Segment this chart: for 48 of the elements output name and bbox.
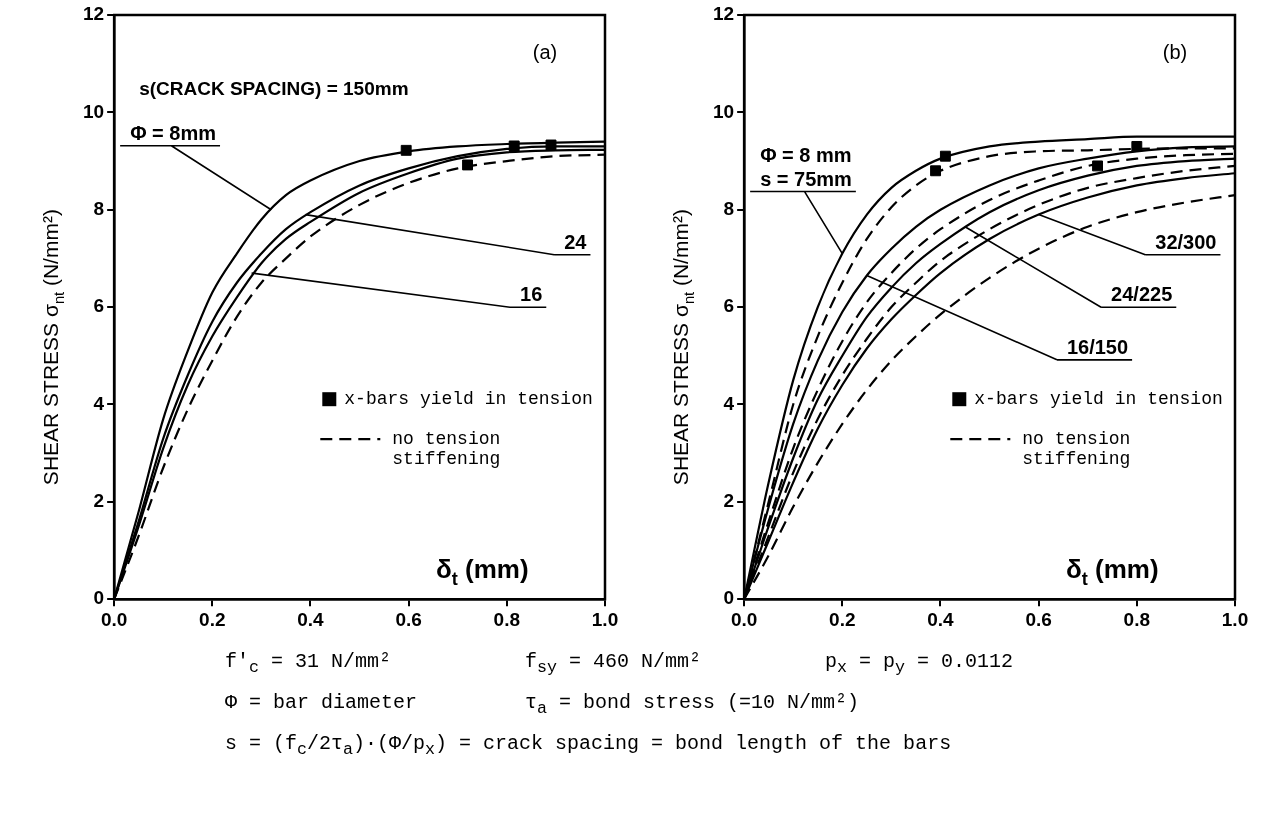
annotation: 16/150 bbox=[1066, 335, 1129, 358]
y-tick-label: 0 bbox=[723, 587, 735, 609]
text: s = (f$_{c}$/2τ$_{a}$)·(Φ/p$_{x}$) = crack spacing = bond length of the bars bbox=[225, 732, 952, 759]
y-tick-label: 0 bbox=[93, 587, 105, 609]
y-tick-label: 8 bbox=[93, 197, 105, 219]
legend-label: x-bars yield in tension bbox=[344, 388, 593, 409]
annotation: s(CRACK SPACING) = 150mm bbox=[139, 78, 409, 100]
x-tick-label: 0.0 bbox=[100, 608, 128, 630]
x-tick-label: 0.4 bbox=[297, 608, 325, 630]
y-axis-title: SHEAR STRESS σnt (N/mm²) bbox=[668, 209, 697, 486]
text: Φ = bar diameter bbox=[225, 691, 419, 716]
y-tick-label: 2 bbox=[723, 490, 735, 512]
text: p$_{x}$ = p$_{y}$ = 0.0112 bbox=[825, 650, 1015, 677]
text: f$_{sy}$ = 460 N/mm² bbox=[525, 650, 703, 677]
annotation: Φ = 8 mm s = 75mm bbox=[760, 143, 852, 190]
y-tick-label: 10 bbox=[82, 100, 105, 122]
y-axis-title: SHEAR STRESS σnt (N/mm²) bbox=[38, 209, 67, 486]
text: (a) bbox=[532, 40, 558, 63]
x-tick-label: 0.8 bbox=[1123, 608, 1151, 630]
annotation: Φ = 8mm bbox=[130, 121, 217, 144]
y-tick-label: 6 bbox=[93, 295, 105, 317]
text: τ$_{a}$ = bond stress (=10 N/mm²) bbox=[525, 691, 860, 718]
annotation: 24 bbox=[564, 230, 588, 253]
annotation: 32/300 bbox=[1155, 230, 1217, 253]
x-tick-label: 0.8 bbox=[493, 608, 521, 630]
x-tick-label: 0.4 bbox=[927, 608, 955, 630]
x-tick-label: 0.6 bbox=[1025, 608, 1052, 630]
y-tick-label: 4 bbox=[723, 392, 735, 414]
legend-label: no tension stiffening bbox=[392, 428, 501, 469]
x-tick-label: 0.0 bbox=[730, 608, 758, 630]
text: f'$_{c}$ = 31 N/mm² bbox=[225, 650, 393, 677]
x-tick-label: 1.0 bbox=[591, 608, 619, 630]
x-tick-label: 0.2 bbox=[199, 608, 226, 630]
y-tick-label: 10 bbox=[712, 100, 735, 122]
y-tick-label: 4 bbox=[93, 392, 105, 414]
x-tick-label: 0.2 bbox=[829, 608, 856, 630]
legend-label: x-bars yield in tension bbox=[974, 388, 1223, 409]
y-tick-label: 6 bbox=[723, 295, 735, 317]
text: (b) bbox=[1162, 40, 1188, 63]
x-tick-label: 1.0 bbox=[1221, 608, 1249, 630]
x-tick-label: 0.6 bbox=[395, 608, 422, 630]
annotation: 24/225 bbox=[1111, 283, 1173, 306]
legend-label: no tension stiffening bbox=[1022, 428, 1131, 469]
y-tick-label: 12 bbox=[82, 3, 105, 25]
y-tick-label: 8 bbox=[723, 197, 735, 219]
y-tick-label: 2 bbox=[93, 490, 105, 512]
y-tick-label: 12 bbox=[712, 3, 735, 25]
annotation: 16 bbox=[520, 283, 543, 306]
